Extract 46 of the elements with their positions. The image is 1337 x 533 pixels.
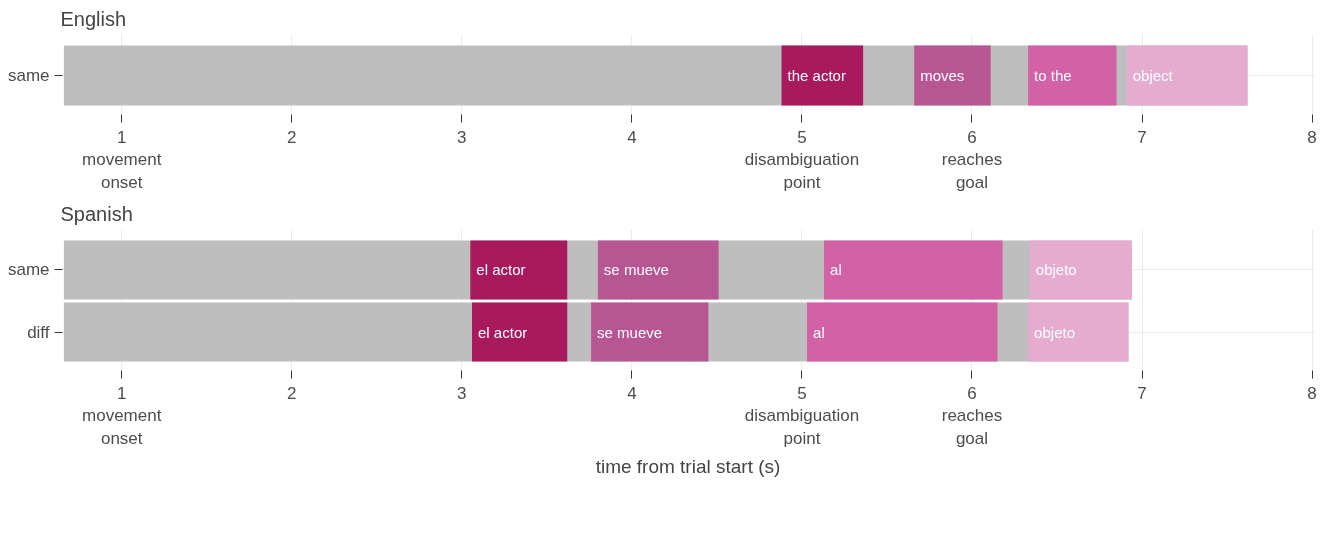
bar — [597, 240, 719, 300]
series-label: object — [1132, 67, 1174, 84]
x-tick-label: 3 — [457, 127, 467, 147]
x-tick-label: 7 — [1137, 127, 1147, 147]
bar — [472, 302, 568, 362]
bar — [1029, 240, 1132, 300]
bar — [470, 240, 568, 300]
x-tick-label: 8 — [1307, 383, 1317, 403]
bar — [1028, 302, 1129, 362]
x-tick-label: 1 movement onset — [82, 127, 162, 193]
x-tick-label: 5 disambiguation point — [744, 383, 860, 449]
series-label: to the — [1034, 67, 1072, 84]
chart-title: English — [60, 7, 127, 30]
x-tick-label: 4 — [627, 383, 637, 403]
text: se mueve — [597, 323, 663, 341]
x-tick-label: 1 movement onset — [82, 383, 162, 449]
text: objeto — [1034, 323, 1075, 341]
x-tick-label: 6 reaches goal — [941, 127, 1003, 193]
x-tick-label: 8 — [1307, 127, 1317, 147]
bar — [807, 302, 998, 362]
x-axis-title: time from trial start (s) — [595, 456, 781, 478]
bar — [1028, 45, 1117, 106]
x-tick-label: 3 — [457, 383, 467, 403]
bar — [1126, 45, 1248, 106]
series-label: se mueve — [603, 261, 669, 279]
y-tick-label: diff — [27, 322, 50, 342]
bar — [824, 240, 1003, 300]
series-label: objeto — [1035, 261, 1077, 279]
x-tick-label: 6 reaches goal — [941, 383, 1003, 449]
bar — [591, 302, 709, 362]
x-tick-label: 5 disambiguation point — [744, 127, 860, 193]
series-label: el actor — [476, 261, 526, 279]
bar — [914, 45, 991, 106]
text: al — [813, 323, 825, 341]
x-tick-label: 2 — [287, 127, 297, 147]
text: el actor — [478, 323, 528, 341]
series-label: moves — [920, 67, 965, 84]
y-tick-label: same — [7, 66, 50, 85]
x-tick-label: 2 — [287, 383, 297, 403]
bar — [781, 45, 864, 106]
chart-title: Spanish — [60, 202, 133, 225]
series-label: al — [830, 261, 842, 279]
y-tick-label: same — [7, 260, 50, 280]
x-tick-label: 4 — [627, 127, 637, 147]
x-tick-label: 7 — [1137, 383, 1147, 403]
series-label: the actor — [787, 67, 846, 84]
